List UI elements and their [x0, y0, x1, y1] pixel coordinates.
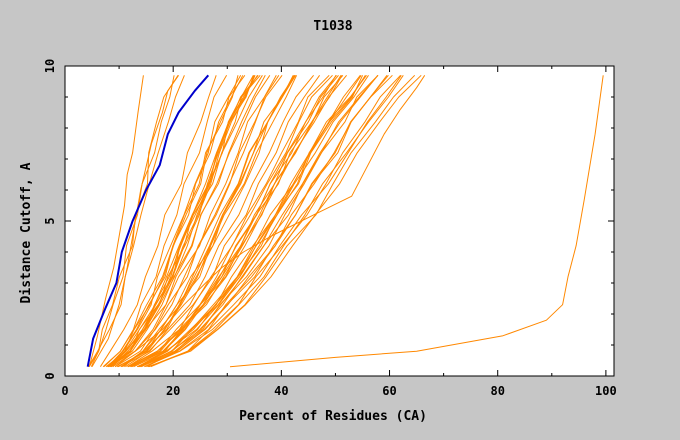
model-curve-47	[107, 75, 256, 368]
x-tick-label-100: 100	[595, 384, 617, 398]
plot-area	[64, 65, 615, 377]
y-tick-label-0: 0	[43, 372, 57, 379]
model-curve-54	[125, 75, 321, 368]
model-curve-44	[88, 75, 185, 367]
model-curve-52	[102, 75, 228, 368]
model-curve-43	[107, 74, 261, 368]
model-curve-28	[103, 75, 239, 368]
chart-title: T1038	[313, 19, 352, 34]
series-layer	[86, 74, 604, 368]
x-tick-label-20: 20	[166, 384, 180, 398]
model-curve-46	[150, 75, 404, 368]
outlier-curve-1	[229, 75, 604, 368]
model-curve-16	[137, 75, 362, 368]
model-curve-27	[148, 75, 402, 368]
y-axis-label: Distance Cutoff, A	[19, 162, 34, 303]
x-tick-label-60: 60	[382, 384, 396, 398]
y-tick-label-5: 5	[43, 217, 57, 224]
x-tick-label-0: 0	[61, 384, 68, 398]
model-curve-40	[133, 75, 366, 368]
model-curve-38	[127, 74, 333, 368]
x-tick-label-80: 80	[490, 384, 504, 398]
model-curve-31	[131, 75, 342, 368]
model-curve-21	[120, 74, 314, 368]
model-curve-45	[121, 75, 297, 368]
model-curve-50	[114, 74, 283, 368]
model-curve-24	[88, 75, 175, 367]
model-curve-9	[137, 75, 367, 368]
x-axis-label: Percent of Residues (CA)	[239, 409, 427, 424]
model-curve-2	[131, 74, 339, 368]
model-curve-48	[144, 74, 389, 368]
model-curve-10	[107, 75, 242, 368]
model-curve-55	[110, 75, 266, 368]
model-curve-36	[148, 74, 416, 368]
model-curve-4	[112, 75, 277, 368]
model-curve-6	[140, 74, 379, 368]
model-curve-22	[131, 74, 337, 368]
axes-layer: 0 20 40 60 80 100 0 5 10	[43, 59, 617, 398]
model-curve-17	[128, 74, 347, 368]
y-tick-label-10: 10	[43, 59, 57, 73]
model-curve-56	[141, 74, 379, 368]
outlier-curve-4	[108, 75, 426, 368]
model-curve-49	[107, 75, 246, 368]
model-curve-53	[109, 75, 255, 368]
highlight-curve	[86, 74, 210, 367]
model-curve-23	[127, 74, 330, 368]
x-tick-label-40: 40	[274, 384, 288, 398]
model-curve-12	[99, 75, 217, 367]
